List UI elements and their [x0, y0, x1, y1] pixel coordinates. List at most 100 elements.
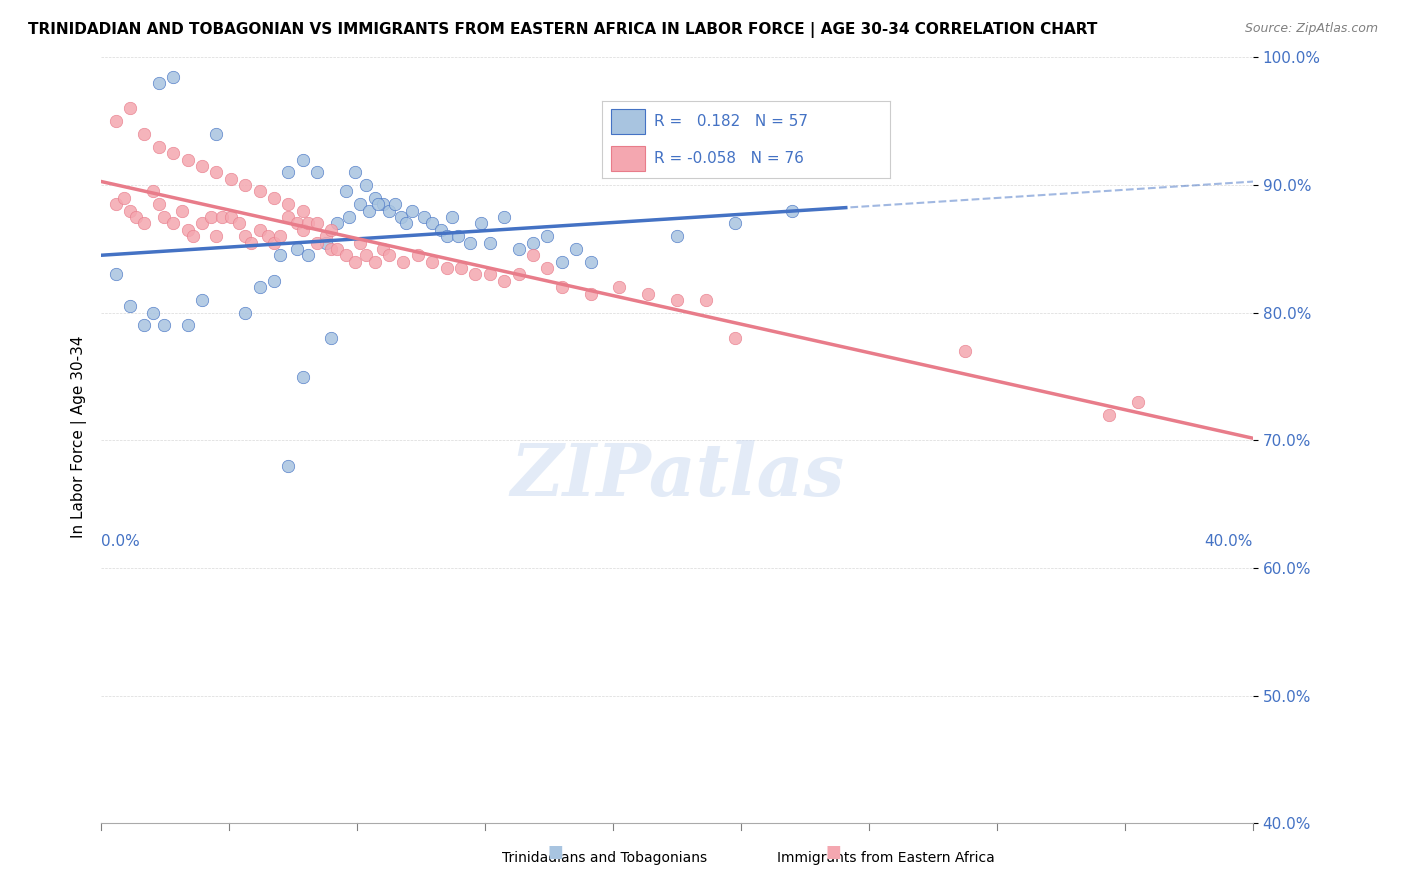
Point	[1098, 408, 1121, 422]
Point	[104, 197, 127, 211]
Point	[401, 203, 423, 218]
Point	[257, 229, 280, 244]
Point	[470, 216, 492, 230]
Point	[153, 318, 176, 333]
Point	[239, 235, 262, 250]
Point	[297, 216, 319, 230]
Point	[349, 197, 371, 211]
Point	[200, 210, 222, 224]
Point	[337, 210, 360, 224]
Point	[522, 235, 544, 250]
Point	[326, 216, 349, 230]
Point	[780, 203, 803, 218]
Point	[695, 293, 717, 307]
Point	[291, 203, 314, 218]
Point	[118, 299, 141, 313]
Point	[205, 229, 228, 244]
Y-axis label: In Labor Force | Age 30-34: In Labor Force | Age 30-34	[72, 336, 87, 539]
Point	[277, 458, 299, 473]
Point	[205, 127, 228, 141]
Point	[508, 268, 530, 282]
Point	[233, 178, 256, 192]
Point	[162, 70, 184, 84]
Point	[579, 286, 602, 301]
Point	[233, 306, 256, 320]
Point	[269, 248, 291, 262]
Point	[447, 229, 470, 244]
Point	[153, 210, 176, 224]
Point	[406, 248, 429, 262]
Point	[228, 216, 250, 230]
Point	[170, 203, 193, 218]
Point	[343, 165, 366, 179]
Text: TRINIDADIAN AND TOBAGONIAN VS IMMIGRANTS FROM EASTERN AFRICA IN LABOR FORCE | AG: TRINIDADIAN AND TOBAGONIAN VS IMMIGRANTS…	[28, 22, 1098, 38]
Point	[373, 197, 395, 211]
Point	[285, 242, 308, 256]
Point	[263, 274, 285, 288]
Text: 0.0%: 0.0%	[101, 533, 139, 549]
Point	[249, 185, 271, 199]
Point	[162, 146, 184, 161]
Point	[436, 229, 458, 244]
Text: Source: ZipAtlas.com: Source: ZipAtlas.com	[1244, 22, 1378, 36]
Point	[441, 210, 464, 224]
Point	[219, 210, 242, 224]
Point	[181, 229, 204, 244]
Point	[536, 229, 558, 244]
Point	[724, 331, 747, 345]
Point	[367, 197, 389, 211]
Point	[637, 286, 659, 301]
Point	[191, 293, 214, 307]
Point	[291, 153, 314, 167]
Point	[1126, 395, 1149, 409]
Point	[953, 344, 976, 359]
Point	[104, 268, 127, 282]
Point	[191, 216, 214, 230]
Point	[219, 171, 242, 186]
Point	[363, 254, 385, 268]
Point	[326, 242, 349, 256]
Point	[378, 203, 401, 218]
Point	[291, 369, 314, 384]
Point	[420, 254, 443, 268]
Point	[392, 254, 415, 268]
Point	[134, 127, 156, 141]
Point	[176, 223, 198, 237]
Point	[508, 242, 530, 256]
Point	[349, 235, 371, 250]
Point	[343, 254, 366, 268]
Point	[297, 248, 319, 262]
Point	[134, 318, 156, 333]
Point	[285, 216, 308, 230]
Point	[522, 248, 544, 262]
Point	[211, 210, 233, 224]
Point	[430, 223, 453, 237]
Point	[354, 248, 377, 262]
Text: Immigrants from Eastern Africa: Immigrants from Eastern Africa	[778, 851, 994, 865]
Point	[565, 242, 588, 256]
Point	[263, 191, 285, 205]
Point	[551, 280, 574, 294]
Point	[335, 248, 357, 262]
Text: ■: ■	[825, 843, 842, 861]
Point	[307, 216, 329, 230]
Text: ZIPatlas: ZIPatlas	[510, 441, 844, 511]
Point	[478, 268, 501, 282]
Point	[125, 210, 148, 224]
Point	[315, 229, 337, 244]
Point	[450, 260, 472, 275]
Point	[389, 210, 412, 224]
Point	[148, 76, 170, 90]
Point	[315, 235, 337, 250]
Point	[118, 102, 141, 116]
Point	[277, 210, 299, 224]
Point	[191, 159, 214, 173]
Point	[269, 229, 291, 244]
Point	[118, 203, 141, 218]
Point	[464, 268, 486, 282]
Point	[335, 185, 357, 199]
Point	[478, 235, 501, 250]
Point	[104, 114, 127, 128]
Point	[579, 254, 602, 268]
Point	[249, 280, 271, 294]
